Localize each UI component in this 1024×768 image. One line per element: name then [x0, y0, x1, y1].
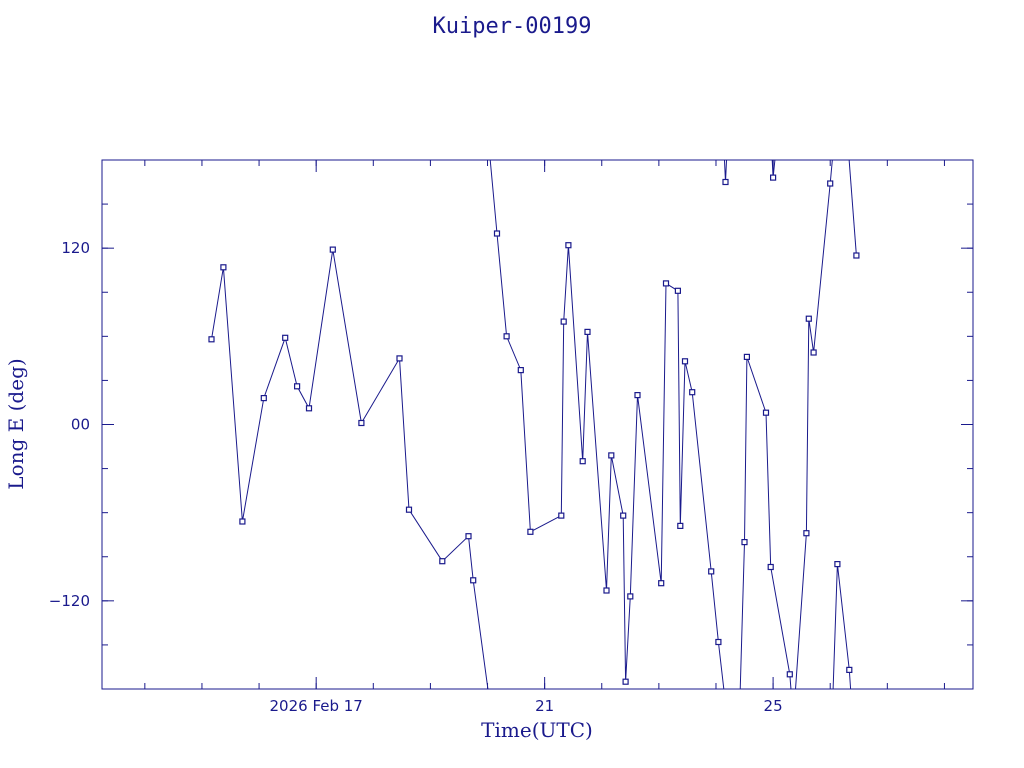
- y-tick-label: 120: [61, 239, 90, 257]
- data-point: [294, 383, 301, 390]
- data-point: [439, 558, 446, 565]
- data-point: [674, 287, 682, 294]
- data-point: [741, 538, 748, 546]
- data-point: [769, 174, 777, 181]
- data-point: [220, 264, 227, 271]
- data-point: [282, 334, 289, 341]
- data-point: [715, 638, 722, 646]
- data-point: [834, 560, 841, 568]
- data-point: [517, 367, 524, 374]
- series-line-5: [771, 160, 776, 178]
- data-point: [527, 528, 534, 535]
- data-point: [470, 577, 477, 584]
- data-point: [805, 315, 812, 322]
- data-point: [810, 349, 817, 356]
- data-point: [405, 506, 413, 513]
- data-point: [560, 318, 567, 325]
- ticks-layer: 2026 Feb 17 21 25 −120 00 120: [49, 160, 973, 715]
- plot-frame: [101, 159, 974, 690]
- series-layer: [211, 160, 857, 689]
- data-point: [620, 512, 627, 519]
- y-tick-label: 00: [71, 416, 90, 434]
- data-point: [722, 178, 729, 186]
- data-point: [358, 419, 365, 427]
- y-tick-label: −120: [49, 592, 90, 610]
- data-point: [662, 280, 670, 287]
- data-point: [260, 395, 267, 402]
- x-tick-label: 2026 Feb 17: [270, 697, 363, 715]
- series-line-7: [832, 564, 852, 689]
- x-tick-label: 21: [535, 697, 554, 715]
- data-point: [465, 533, 472, 540]
- data-point: [305, 405, 313, 412]
- data-point: [239, 518, 246, 525]
- data-point: [396, 355, 403, 362]
- data-point: [603, 587, 610, 594]
- data-point: [329, 246, 336, 253]
- x-tick-label: 25: [764, 697, 783, 715]
- data-point: [767, 563, 774, 571]
- data-point: [658, 580, 665, 587]
- series-line-6: [795, 160, 833, 689]
- series-line-4: [739, 356, 792, 689]
- data-point: [743, 353, 751, 360]
- data-point: [689, 389, 696, 396]
- markers-layer: [208, 174, 860, 685]
- data-point: [846, 666, 853, 674]
- data-point: [558, 512, 565, 519]
- chart-title: Kuiper-00199: [432, 14, 592, 39]
- data-point: [803, 530, 810, 537]
- x-axis-label: Time(UTC): [481, 718, 593, 742]
- data-point: [579, 458, 586, 465]
- data-point: [622, 678, 629, 685]
- data-point: [681, 358, 689, 365]
- data-point: [634, 392, 641, 399]
- data-point: [708, 568, 715, 575]
- data-point: [786, 671, 793, 678]
- data-point: [677, 522, 684, 530]
- series-line-3: [723, 160, 728, 183]
- series-line-2: [489, 160, 725, 689]
- data-point: [493, 230, 501, 237]
- series-line-8: [848, 160, 857, 256]
- series-line-1: [211, 249, 489, 689]
- data-point: [827, 180, 834, 187]
- data-point: [853, 252, 860, 259]
- data-point: [608, 452, 615, 459]
- data-point: [565, 242, 572, 249]
- data-point: [208, 336, 215, 343]
- data-point: [627, 593, 634, 600]
- data-point: [503, 333, 510, 340]
- data-point: [762, 409, 770, 416]
- data-point: [584, 328, 591, 335]
